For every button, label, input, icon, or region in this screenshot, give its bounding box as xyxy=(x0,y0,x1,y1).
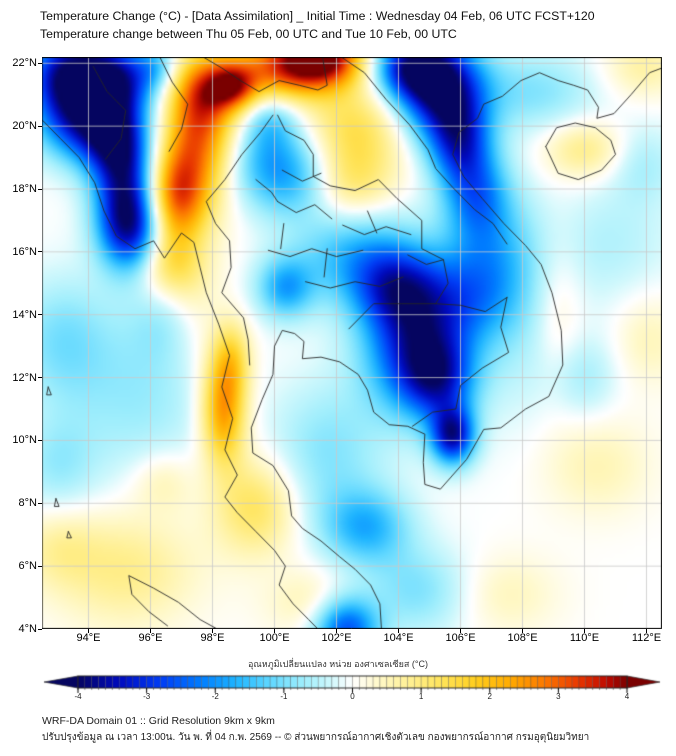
colorbar-canvas xyxy=(0,670,676,694)
x-axis-tick xyxy=(274,629,275,633)
map-title-line1: Temperature Change (°C) - [Data Assimila… xyxy=(40,9,595,23)
y-tick-label: 20°N xyxy=(12,120,37,133)
y-axis-tick xyxy=(38,377,42,379)
x-tick-label: 100°E xyxy=(259,632,290,644)
y-tick-label: 12°N xyxy=(12,371,37,384)
x-tick-label: 104°E xyxy=(383,632,414,644)
y-tick-label: 4°N xyxy=(18,623,37,635)
y-axis-tick xyxy=(38,628,42,630)
y-axis-tick xyxy=(38,62,42,64)
y-tick-label: 18°N xyxy=(12,183,37,195)
y-tick-label: 22°N xyxy=(12,57,37,70)
y-tick-label: 10°N xyxy=(12,434,37,447)
colorbar-tick-label: 0 xyxy=(350,692,355,701)
colorbar-tick-label: -4 xyxy=(74,692,82,701)
x-tick-label: 98°E xyxy=(200,632,225,644)
x-axis-tick xyxy=(88,629,89,633)
y-axis-tick xyxy=(38,439,42,441)
colorbar-tick-label: -2 xyxy=(211,692,219,701)
x-axis-tick xyxy=(522,629,523,633)
footer-update-info-thai: ปรับปรุงข้อมูล ณ เวลา 13:00น. วัน พ. ที่… xyxy=(42,732,590,743)
colorbar-tick-label: 2 xyxy=(487,692,492,701)
x-axis-tick xyxy=(212,629,213,633)
colorbar-tick-label: -3 xyxy=(143,692,151,701)
y-tick-label: 14°N xyxy=(12,308,37,321)
x-axis-tick xyxy=(460,629,461,633)
y-tick-label: 8°N xyxy=(18,497,37,510)
colorbar-tick-label: 3 xyxy=(556,692,561,701)
x-tick-label: 94°E xyxy=(76,632,101,644)
colorbar-label: อุณหภูมิเปลี่ยนแปลง หน่วย องศาเซลเซียส (… xyxy=(248,659,428,669)
x-tick-label: 112°E xyxy=(631,632,662,644)
x-tick-label: 96°E xyxy=(138,632,163,644)
x-axis-tick xyxy=(398,629,399,633)
y-axis-tick xyxy=(38,502,42,504)
y-axis-tick xyxy=(38,188,42,190)
y-tick-label: 6°N xyxy=(18,560,37,573)
x-axis-tick xyxy=(336,629,337,633)
y-axis-tick xyxy=(38,125,42,127)
y-axis-tick xyxy=(38,565,42,567)
colorbar-tick-label: -1 xyxy=(280,692,288,701)
colorbar-tick-label: 1 xyxy=(418,692,424,701)
footer-grid-info: WRF-DA Domain 01 :: Grid Resolution 9km … xyxy=(42,715,275,727)
y-axis-tick xyxy=(38,251,42,253)
x-tick-label: 106°E xyxy=(445,632,476,644)
x-axis-tick xyxy=(646,629,647,633)
x-tick-label: 108°E xyxy=(507,632,538,644)
y-tick-label: 16°N xyxy=(12,245,37,258)
x-axis-tick xyxy=(150,629,151,633)
y-axis-tick xyxy=(38,314,42,316)
x-axis-tick xyxy=(584,629,585,633)
map-title-line2: Temperature change between Thu 05 Feb, 0… xyxy=(40,27,457,41)
temperature-change-map-canvas xyxy=(42,57,662,629)
x-tick-label: 102°E xyxy=(321,632,352,644)
colorbar-tick-label: 4 xyxy=(624,692,630,701)
x-tick-label: 110°E xyxy=(569,632,600,644)
